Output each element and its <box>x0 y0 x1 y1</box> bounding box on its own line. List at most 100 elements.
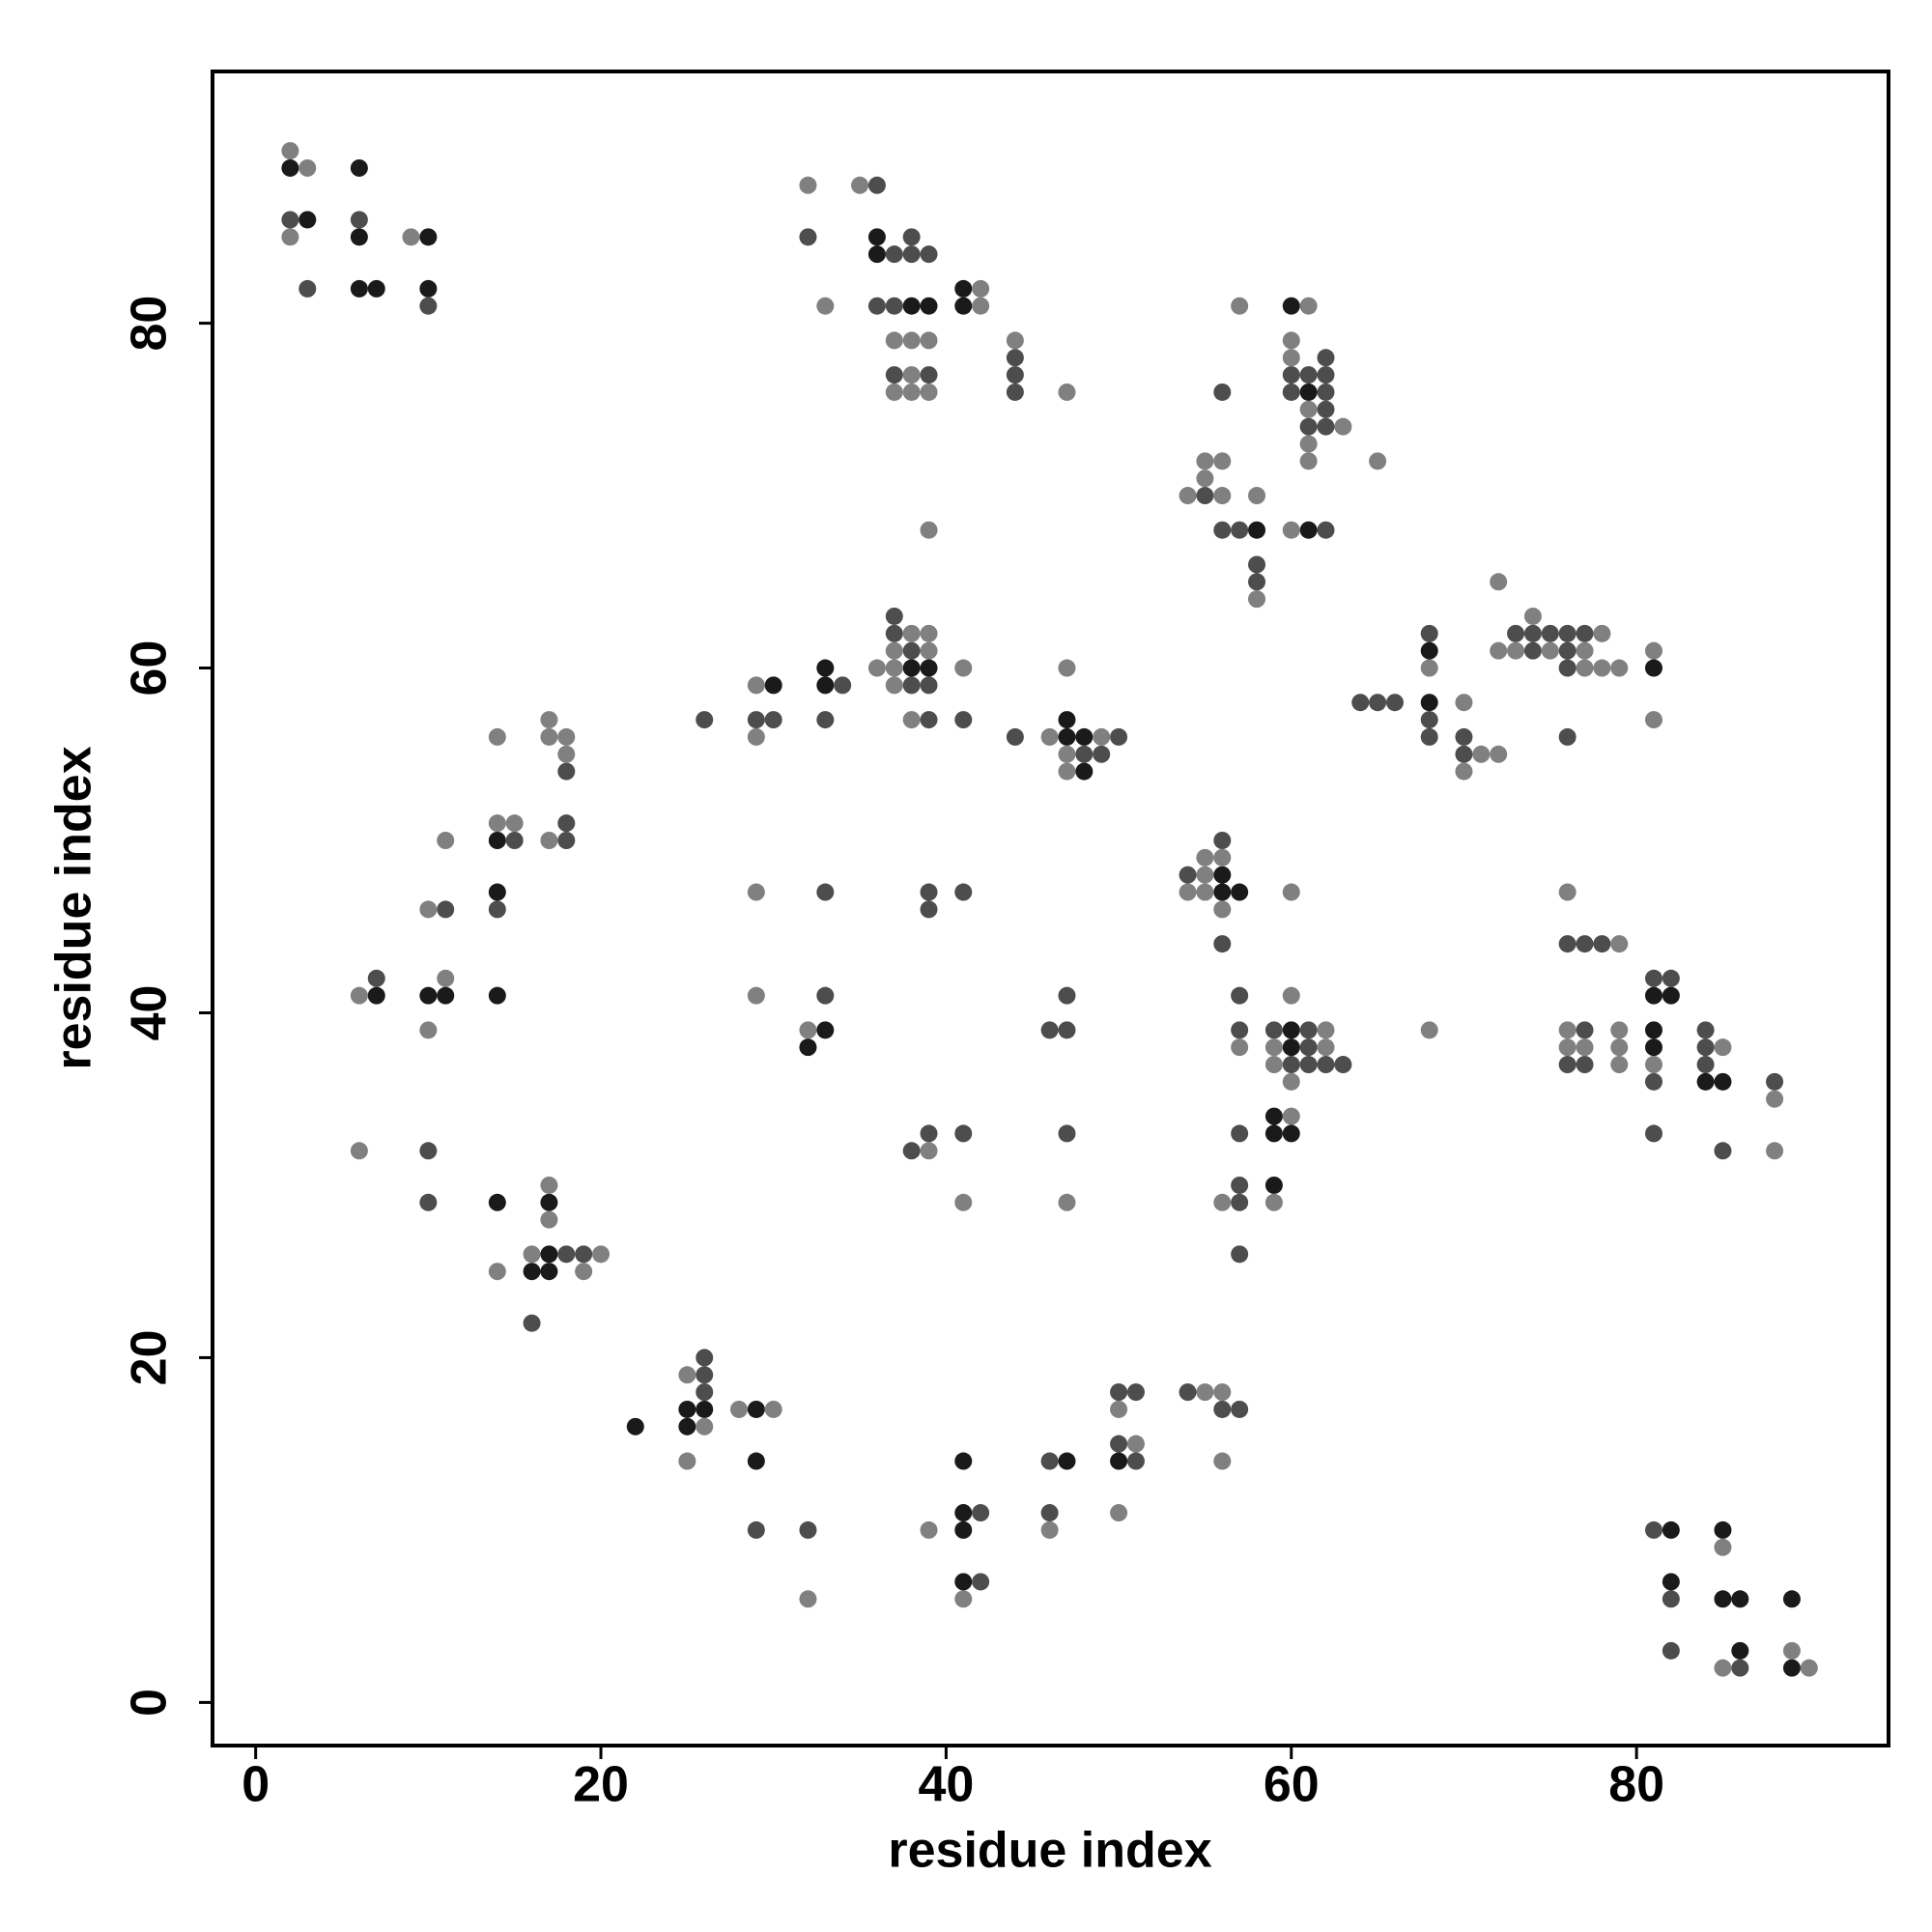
point <box>954 1193 973 1211</box>
point <box>1126 1435 1145 1453</box>
point <box>1317 1021 1335 1039</box>
point <box>920 331 938 350</box>
point <box>523 1263 541 1281</box>
point <box>1369 452 1387 470</box>
point <box>367 969 385 987</box>
point <box>799 1590 817 1608</box>
point <box>1213 883 1232 901</box>
x-tick-label: 40 <box>918 1757 974 1813</box>
point <box>1610 1056 1629 1074</box>
point <box>902 228 921 246</box>
point <box>1644 641 1662 660</box>
point <box>1196 866 1214 884</box>
point <box>1299 452 1318 470</box>
point <box>885 624 903 642</box>
point <box>1110 1435 1128 1453</box>
point <box>1213 383 1232 401</box>
y-axis-title: residue index <box>46 746 102 1069</box>
point <box>1593 659 1611 677</box>
point <box>920 624 938 642</box>
point <box>1472 745 1491 763</box>
point <box>1058 727 1076 746</box>
point <box>954 883 973 901</box>
point <box>1299 435 1318 453</box>
point <box>954 711 973 729</box>
point <box>626 1417 644 1435</box>
point <box>557 727 576 746</box>
point <box>799 1520 817 1539</box>
point <box>488 1193 506 1211</box>
point <box>1731 1641 1749 1660</box>
point <box>885 641 903 660</box>
point <box>437 832 455 850</box>
point <box>1282 883 1300 901</box>
point <box>1558 727 1577 746</box>
point <box>298 279 317 298</box>
point <box>920 1520 938 1539</box>
point <box>1213 1383 1232 1402</box>
point <box>1576 641 1594 660</box>
point <box>1455 727 1473 746</box>
point <box>1231 1176 1249 1194</box>
point <box>1662 1641 1680 1660</box>
point <box>1455 762 1473 781</box>
point <box>1662 986 1680 1005</box>
point <box>1782 1659 1801 1677</box>
point <box>1213 1452 1232 1470</box>
point <box>851 176 869 194</box>
point <box>834 676 852 695</box>
point <box>1126 1383 1145 1402</box>
point <box>1558 883 1577 901</box>
point <box>419 900 438 919</box>
point <box>1558 659 1577 677</box>
y-tick-label: 40 <box>122 985 178 1041</box>
x-tick-label: 0 <box>242 1757 270 1813</box>
point <box>1299 400 1318 418</box>
point <box>540 1245 558 1264</box>
point <box>799 176 817 194</box>
point <box>488 986 506 1005</box>
point <box>1766 1072 1784 1091</box>
point <box>1058 986 1076 1005</box>
point <box>1644 659 1662 677</box>
point <box>488 1263 506 1281</box>
point <box>1644 1038 1662 1057</box>
point <box>1075 727 1094 746</box>
point <box>1282 521 1300 539</box>
point <box>920 659 938 677</box>
point <box>920 883 938 901</box>
point <box>1196 487 1214 505</box>
point <box>540 1176 558 1194</box>
point <box>920 711 938 729</box>
point <box>867 297 886 315</box>
point <box>1248 590 1266 609</box>
point <box>1110 1504 1128 1522</box>
point <box>902 297 921 315</box>
point <box>1782 1590 1801 1608</box>
point <box>419 228 438 246</box>
point <box>1213 487 1232 505</box>
point <box>1610 935 1629 953</box>
point <box>1231 986 1249 1005</box>
point <box>1558 624 1577 642</box>
point <box>764 1400 782 1418</box>
point <box>867 176 886 194</box>
point <box>954 1504 973 1522</box>
point <box>488 832 506 850</box>
point <box>902 624 921 642</box>
point <box>437 969 455 987</box>
point <box>1490 641 1508 660</box>
point <box>488 727 506 746</box>
point <box>1420 694 1438 712</box>
point <box>1714 1072 1732 1091</box>
point <box>1264 1021 1283 1039</box>
point <box>575 1263 593 1281</box>
point <box>1696 1038 1715 1057</box>
point <box>920 366 938 384</box>
point <box>1264 1193 1283 1211</box>
point <box>1593 935 1611 953</box>
point <box>281 211 299 229</box>
point <box>747 1400 765 1418</box>
point <box>1334 417 1352 436</box>
point <box>1282 366 1300 384</box>
